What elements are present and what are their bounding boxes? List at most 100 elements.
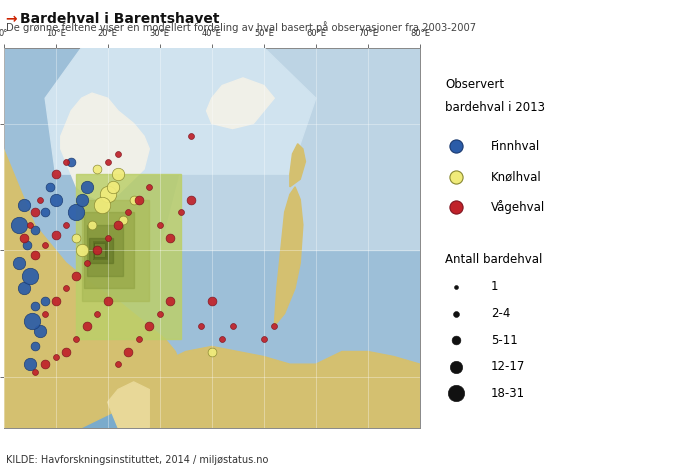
Point: [50, 353, 61, 361]
Point: [60, 158, 71, 165]
Point: [29, 342, 41, 350]
Text: Observert: Observert: [445, 78, 504, 91]
Point: [164, 234, 176, 241]
Point: [71, 209, 82, 216]
Point: [21, 241, 32, 249]
Text: 2-4: 2-4: [491, 307, 510, 320]
Point: [113, 171, 124, 178]
Point: [450, 336, 461, 344]
Point: [39, 297, 51, 304]
Point: [144, 183, 155, 190]
Point: [27, 317, 38, 325]
Polygon shape: [84, 212, 134, 288]
Point: [86, 221, 97, 228]
Polygon shape: [90, 238, 113, 263]
Point: [50, 171, 61, 178]
Point: [39, 310, 51, 317]
Point: [50, 196, 61, 203]
Point: [71, 335, 82, 342]
Point: [133, 335, 144, 342]
Polygon shape: [82, 200, 149, 301]
Polygon shape: [4, 149, 181, 428]
Point: [123, 348, 134, 355]
Text: Bardehval i Barentshavet: Bardehval i Barentshavet: [20, 12, 219, 26]
Point: [144, 323, 155, 330]
Point: [76, 196, 88, 203]
Point: [29, 226, 41, 234]
Point: [154, 221, 165, 228]
Point: [66, 158, 77, 165]
Point: [92, 165, 103, 173]
Point: [128, 196, 139, 203]
Point: [113, 221, 124, 228]
Point: [71, 272, 82, 279]
Point: [164, 297, 176, 304]
Point: [24, 361, 35, 368]
Polygon shape: [45, 48, 316, 174]
Point: [60, 348, 71, 355]
Point: [154, 310, 165, 317]
Point: [19, 201, 30, 209]
Point: [13, 259, 24, 266]
Point: [102, 234, 113, 241]
Text: Finnhval: Finnhval: [491, 140, 540, 153]
Polygon shape: [290, 144, 305, 187]
Point: [102, 158, 113, 165]
Point: [92, 247, 103, 254]
Point: [92, 310, 103, 317]
Point: [13, 221, 24, 228]
Point: [39, 361, 51, 368]
Polygon shape: [97, 260, 105, 270]
Point: [24, 272, 35, 279]
Polygon shape: [76, 174, 181, 339]
Polygon shape: [149, 346, 420, 428]
Point: [450, 363, 461, 371]
Point: [450, 203, 461, 211]
Point: [175, 209, 186, 216]
Point: [81, 259, 92, 266]
Polygon shape: [61, 93, 149, 200]
Text: 18-31: 18-31: [491, 387, 525, 400]
Point: [450, 283, 461, 291]
Point: [206, 348, 218, 355]
Point: [45, 183, 56, 190]
Text: →: →: [6, 12, 22, 26]
Polygon shape: [160, 48, 420, 250]
Point: [76, 247, 88, 254]
Point: [102, 297, 113, 304]
Text: 1: 1: [491, 280, 498, 294]
Polygon shape: [4, 48, 420, 377]
Text: KILDE: Havforskningsinstituttet, 2014 / miljøstatus.no: KILDE: Havforskningsinstituttet, 2014 / …: [6, 455, 268, 465]
Text: 5-11: 5-11: [491, 333, 517, 347]
Point: [39, 209, 51, 216]
Point: [450, 142, 461, 150]
Point: [196, 323, 207, 330]
Point: [29, 368, 41, 376]
Point: [227, 323, 238, 330]
Point: [29, 302, 41, 310]
Polygon shape: [274, 187, 303, 326]
Point: [133, 196, 144, 203]
Point: [71, 234, 82, 241]
Point: [60, 285, 71, 292]
Point: [24, 221, 35, 228]
Point: [450, 173, 461, 180]
Point: [186, 196, 197, 203]
Point: [29, 251, 41, 259]
Point: [107, 183, 118, 190]
Point: [269, 323, 280, 330]
Point: [50, 297, 61, 304]
Point: [118, 216, 129, 224]
Point: [113, 150, 124, 158]
Point: [39, 241, 51, 249]
Polygon shape: [206, 78, 274, 129]
Point: [81, 323, 92, 330]
Point: [258, 335, 270, 342]
Point: [102, 190, 113, 198]
Point: [450, 310, 461, 317]
Text: Vågehval: Vågehval: [491, 200, 545, 214]
Point: [34, 196, 46, 203]
Text: Antall bardehval: Antall bardehval: [445, 253, 542, 266]
Text: bardehval i 2013: bardehval i 2013: [445, 101, 545, 114]
Point: [206, 297, 218, 304]
